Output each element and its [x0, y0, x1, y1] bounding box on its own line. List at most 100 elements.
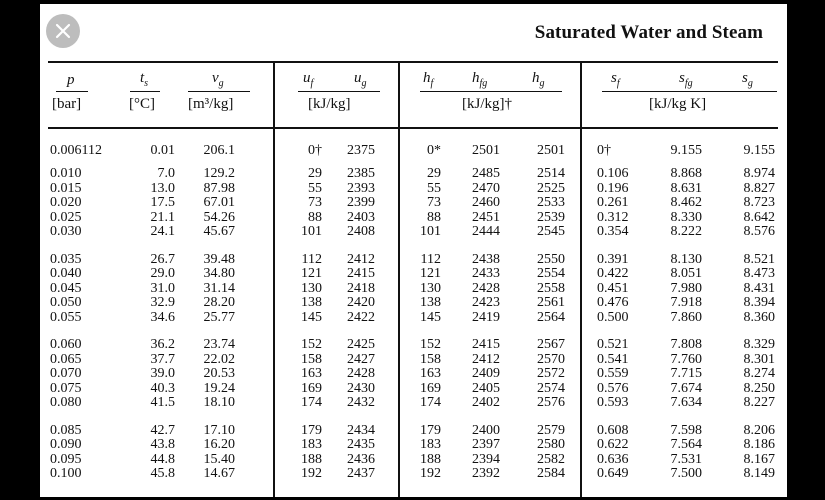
cell-ts: 7.0: [157, 166, 176, 181]
header-h-unit: [kJ/kg]†: [462, 96, 512, 112]
cell-p: 0.100: [50, 466, 82, 481]
table-row: 0.055 34.6 25.77 145 2422 145 2419 2564 0.500 7.8…: [40, 310, 787, 325]
cell-sf: 0.593: [597, 395, 629, 410]
cell-uf: 163: [301, 366, 322, 381]
cell-p: 0.030: [50, 224, 82, 239]
table-row: 0.025 21.1 54.26 88 2403 88 2451 2539 0.312 8.330…: [40, 210, 787, 225]
cell-vg: 22.02: [203, 351, 236, 367]
cell-hfg: 2444: [472, 224, 500, 239]
table-row: 0.010 7.0 129.2 29 2385 29 2485 2514 0.106 8.868 8…: [40, 166, 787, 181]
header-hg: hg: [532, 70, 545, 89]
cell-ug: 2428: [347, 366, 375, 381]
table-row: 0.065 37.7 22.02 158 2427 158 2412 2570 0.541 7.7…: [40, 352, 787, 367]
cell-vg: 20.53: [203, 366, 236, 381]
cell-ug: 2393: [347, 180, 375, 196]
cell-sfg: 7.531: [670, 451, 703, 467]
cell-ts: 36.2: [150, 337, 176, 352]
cell-hfg: 2419: [472, 309, 500, 325]
cell-uf: 55: [308, 180, 322, 196]
cell-vg: 54.26: [203, 209, 236, 225]
cell-sfg: 7.564: [670, 437, 703, 452]
cell-p: 0.060: [50, 337, 82, 352]
cell-hg: 2570: [537, 351, 565, 367]
cell-hg: 2525: [537, 180, 565, 196]
cell-sg: 8.360: [743, 309, 776, 325]
header-u-unit: [kJ/kg]: [308, 96, 351, 112]
cell-hfg: 2485: [472, 166, 500, 181]
header-vg: vg: [212, 70, 224, 89]
table-row: 0.100 45.8 14.67 192 2437 192 2392 2584 0.649 7.5…: [40, 466, 787, 481]
cell-vg: 18.10: [203, 395, 236, 410]
cell-vg: 28.20: [203, 295, 236, 310]
cell-sfg: 7.598: [670, 422, 703, 438]
cell-uf: 29: [308, 166, 322, 181]
cell-ts: 32.9: [150, 295, 176, 310]
cell-ug: 2436: [347, 451, 375, 467]
cell-hf: 163: [420, 366, 441, 381]
cell-ts: 42.7: [150, 422, 176, 438]
cell-ug: 2399: [347, 195, 375, 210]
cell-sf: 0.196: [597, 180, 629, 196]
cell-hf: 73: [427, 195, 441, 210]
close-button[interactable]: [46, 14, 80, 48]
cell-sf: 0.451: [597, 280, 629, 296]
header-p-unit: [bar]: [52, 96, 82, 112]
ts-rule: [130, 91, 160, 92]
header-s-unit: [kJ/kg K]: [649, 96, 707, 112]
cell-hg: 2514: [537, 166, 565, 181]
cell-hf: 158: [420, 351, 441, 367]
cell-ug: 2375: [347, 143, 375, 158]
cell-ug: 2425: [347, 337, 375, 352]
cell-vg: 14.67: [203, 466, 236, 481]
cell-hf: 188: [420, 451, 441, 467]
cell-hg: 2539: [537, 209, 565, 225]
table-row: 0.050 32.9 28.20 138 2420 138 2423 2561 0.476 7.9…: [40, 295, 787, 310]
cell-uf: 174: [301, 395, 322, 410]
cell-sfg: 8.330: [670, 209, 703, 225]
s-group-rule: [602, 91, 777, 92]
cell-p: 0.015: [50, 180, 82, 196]
cell-hf: 138: [420, 295, 441, 310]
cell-hfg: 2402: [472, 395, 500, 410]
cell-ts: 43.8: [150, 437, 176, 452]
cell-hg: 2550: [537, 251, 565, 267]
table-row: 0.015 13.0 87.98 55 2393 55 2470 2525 0.196 8.631…: [40, 181, 787, 196]
cell-ug: 2422: [347, 309, 375, 325]
table-title: Saturated Water and Steam: [534, 22, 763, 43]
cell-ug: 2435: [347, 437, 375, 452]
table-row: 0.095 44.8 15.40 188 2436 188 2394 2582 0.636 7.5…: [40, 452, 787, 467]
vg-rule: [188, 91, 250, 92]
cell-hg: 2533: [537, 195, 565, 210]
table-row: 0.070 39.0 20.53 163 2428 163 2409 2572 0.559 7.7…: [40, 366, 787, 381]
header-sf: sf: [611, 70, 620, 89]
cell-sg: 8.974: [743, 166, 776, 181]
cell-sg: 8.274: [743, 366, 776, 381]
cell-hg: 2582: [537, 451, 565, 467]
cell-ts: 45.8: [150, 466, 176, 481]
cell-sf: 0.500: [597, 309, 629, 325]
cell-uf: 188: [301, 451, 322, 467]
cell-sf: 0.622: [597, 437, 629, 452]
cell-ts: 29.0: [150, 266, 176, 281]
cell-hfg: 2428: [472, 280, 500, 296]
cell-hg: 2576: [537, 395, 565, 410]
column-divider-2: [398, 61, 400, 497]
cell-sg: 8.473: [743, 266, 776, 281]
cell-p: 0.085: [50, 422, 82, 438]
cell-vg: 19.24: [203, 380, 236, 396]
h-group-rule: [420, 91, 562, 92]
cell-hfg: 2460: [472, 195, 500, 210]
cell-hfg: 2405: [472, 380, 500, 396]
cell-hfg: 2501: [472, 143, 500, 158]
cell-uf: 192: [301, 466, 322, 481]
cell-vg: 206.1: [203, 143, 236, 158]
cell-vg: 39.48: [203, 251, 236, 267]
cell-sfg: 7.860: [670, 309, 703, 325]
cell-ug: 2427: [347, 351, 375, 367]
cell-uf: 112: [301, 251, 322, 267]
u-group-rule: [298, 91, 380, 92]
header-ts-unit: [°C]: [129, 96, 155, 112]
cell-ug: 2430: [347, 380, 375, 396]
cell-hg: 2584: [537, 466, 565, 481]
cell-sg: 8.149: [743, 466, 776, 481]
